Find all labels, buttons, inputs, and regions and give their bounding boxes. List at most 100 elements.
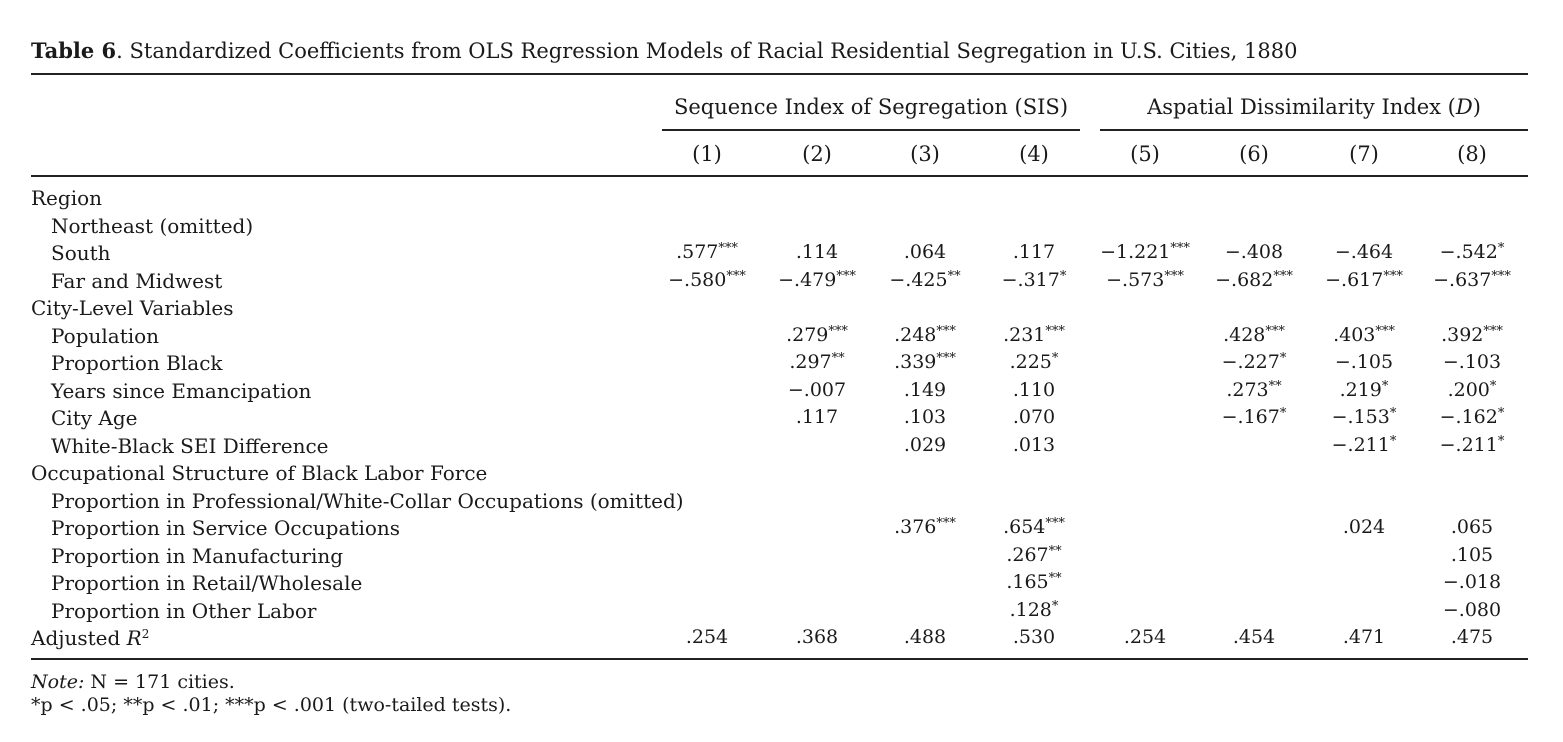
coef-cell-col1: .577*** [676, 241, 738, 263]
significance-stars: * [1497, 433, 1505, 449]
group-header-sis: Sequence Index of Segregation (SIS) [673, 95, 1069, 119]
coef-cell-col4: .231*** [1003, 323, 1065, 346]
bottom-rule [31, 658, 1528, 660]
significance-stars: * [1389, 433, 1397, 449]
coef-cell-col6: −.167* [1221, 406, 1287, 428]
coef-cell-col5: −.573*** [1106, 268, 1184, 291]
column-header-6: (6) [1239, 142, 1269, 166]
coef-cell-col8: −.542* [1439, 241, 1505, 263]
table-row: Years since Emancipation −.007 .149 .110 .27… [0, 379, 1563, 406]
coef-cell-col3: .149 [903, 378, 947, 401]
top-rule [31, 73, 1528, 75]
group-rule-sis [662, 129, 1080, 131]
table-row: Proportion in Professional/White-Collar … [0, 489, 1563, 516]
significance-stars: *** [1383, 268, 1403, 284]
coef-cell-col6: .273** [1226, 378, 1282, 401]
section-label: Region [31, 186, 103, 210]
row-label: White-Black SEI Difference [51, 433, 329, 458]
significance-stars: ** [1048, 571, 1062, 586]
header-rule [31, 175, 1528, 177]
coef-cell-col2: −.007 [787, 378, 847, 401]
table-row: Proportion in Manufacturing .267** .105 [0, 544, 1563, 571]
table-row: White-Black SEI Difference .029 .013 −.211*… [0, 434, 1563, 461]
coef-cell-col1: −.580*** [668, 268, 746, 291]
coef-cell-col3: .339*** [894, 351, 956, 373]
coef-cell-col8: .105 [1450, 543, 1494, 566]
row-label: South [51, 241, 111, 265]
coef-cell-col7: −.464 [1334, 241, 1394, 263]
coef-cell-col7: .471 [1342, 626, 1386, 648]
coef-cell-col3: .248*** [894, 323, 956, 346]
section-label: City-Level Variables [31, 296, 234, 320]
coef-cell-col7: −.153* [1331, 406, 1397, 428]
table-row: Population .279*** .248*** .231*** .428*** .4… [0, 324, 1563, 351]
column-header-8: (8) [1457, 142, 1487, 166]
table-row: City-Level Variables [0, 296, 1563, 323]
significance-stars: *** [836, 268, 856, 284]
significance-stars: ** [1268, 378, 1282, 394]
coef-cell-col7: .403*** [1333, 323, 1395, 346]
coef-cell-col5: −1.221*** [1100, 241, 1190, 263]
coef-cell-col4: .128* [1009, 598, 1059, 621]
coef-cell-col8: −.080 [1442, 598, 1502, 621]
table-caption: Table 6. Standardized Coefficients from … [31, 38, 1297, 63]
coef-cell-col4: .530 [1012, 626, 1056, 648]
coef-cell-col4: .110 [1012, 378, 1056, 401]
column-header-7: (7) [1349, 142, 1379, 166]
coef-cell-col4: −.317* [1001, 268, 1067, 291]
coef-cell-col2: .279*** [786, 323, 848, 346]
coef-cell-col7: .219* [1339, 378, 1389, 401]
coef-cell-col3: .376*** [894, 516, 956, 538]
coef-cell-col7: −.105 [1334, 351, 1394, 373]
coef-cell-col6: −.682*** [1215, 268, 1293, 291]
coef-cell-col8: −.211* [1439, 433, 1505, 456]
significance-stars: * [1051, 598, 1059, 614]
significance-stars: * [1381, 378, 1389, 394]
coef-cell-col8: .392*** [1441, 323, 1503, 346]
coef-cell-col2: −.479*** [778, 268, 856, 291]
row-label: Proportion in Manufacturing [51, 543, 344, 568]
table-row: Proportion in Service Occupations .376***… [0, 516, 1563, 543]
coef-cell-col7: −.617*** [1325, 268, 1403, 291]
significance-stars: *** [1045, 516, 1065, 531]
table-row: Proportion in Retail/Wholesale .165** −.01… [0, 571, 1563, 598]
significance-stars: *** [936, 516, 956, 531]
table-row: Proportion Black .297** .339*** .225* −.227*… [0, 351, 1563, 378]
coef-cell-col8: −.637*** [1433, 268, 1511, 291]
table-row: Far and Midwest −.580*** −.479*** −.425** −.… [0, 269, 1563, 296]
coef-cell-col6: .428*** [1223, 323, 1285, 346]
coef-cell-col4: .225* [1009, 351, 1059, 373]
coef-cell-col4: .654*** [1003, 516, 1065, 538]
coef-cell-col8: .065 [1450, 516, 1494, 538]
row-label: Years since Emancipation [51, 378, 312, 403]
coef-cell-col5: .254 [1123, 626, 1167, 648]
table-row: South .577*** .114 .064 .117 −1.221*** −.408 −.… [0, 241, 1563, 268]
column-header-3: (3) [910, 142, 940, 166]
coef-cell-col7: −.211* [1331, 433, 1397, 456]
table-row: Occupational Structure of Black Labor Fo… [0, 461, 1563, 488]
significance-stars: ** [831, 351, 845, 366]
significance-stars: *** [1170, 241, 1190, 256]
coef-cell-col8: .200* [1447, 378, 1497, 401]
significance-stars: *** [1045, 323, 1065, 339]
significance-stars: * [1279, 406, 1287, 421]
row-label: Population [51, 323, 160, 348]
coef-cell-col3: .488 [903, 626, 947, 648]
coef-cell-col6: −.227* [1221, 351, 1287, 373]
coef-cell-col8: .475 [1450, 626, 1494, 648]
significance-stars: * [1051, 351, 1059, 366]
significance-stars: *** [1483, 323, 1503, 339]
column-header-5: (5) [1130, 142, 1160, 166]
coef-cell-col7: .024 [1342, 516, 1386, 538]
coef-cell-col8: −.103 [1442, 351, 1502, 373]
significance-stars: ** [1048, 543, 1062, 559]
row-label: Proportion in Retail/Wholesale [51, 571, 363, 595]
coef-cell-col4: .013 [1012, 433, 1056, 456]
group-rule-d [1100, 129, 1528, 131]
significance-stars: * [1059, 268, 1067, 284]
coef-cell-col3: .064 [903, 241, 947, 263]
table-row: City Age .117 .103 .070 −.167* −.153* −.162* [0, 406, 1563, 433]
row-label: Proportion in Professional/White-Collar … [51, 488, 684, 513]
row-label: Proportion Black [51, 351, 223, 375]
note-line-2: *p < .05; **p < .01; ***p < .001 (two-ta… [31, 694, 512, 716]
